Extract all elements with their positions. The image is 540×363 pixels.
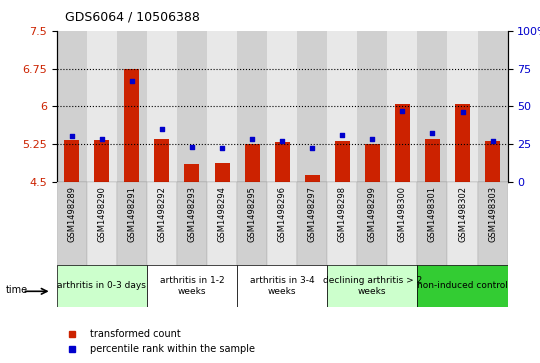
Bar (417, 31, 448, 182)
Bar (448, 182, 477, 267)
Text: GSM1498294: GSM1498294 (218, 186, 227, 242)
Point (458, 109, 467, 115)
Bar (357, 182, 387, 267)
Bar (267, 182, 297, 267)
Point (338, 132, 347, 138)
Text: arthritis in 0-3 days: arthritis in 0-3 days (57, 281, 146, 290)
Point (278, 138, 286, 144)
Text: GSM1498297: GSM1498297 (308, 186, 316, 242)
Bar (147, 31, 177, 182)
Bar (154, 139, 170, 182)
Bar (237, 265, 327, 307)
Bar (124, 69, 139, 182)
Point (368, 136, 376, 142)
Bar (177, 31, 207, 182)
Bar (357, 31, 387, 182)
Bar (207, 182, 237, 267)
Text: GSM1498298: GSM1498298 (338, 186, 347, 242)
Bar (335, 141, 350, 182)
Text: arthritis in 1-2
weeks: arthritis in 1-2 weeks (160, 276, 224, 295)
Bar (207, 31, 237, 182)
Bar (185, 164, 199, 182)
Bar (448, 31, 477, 182)
Bar (417, 182, 448, 267)
Text: GSM1498291: GSM1498291 (127, 186, 136, 242)
Point (158, 126, 166, 132)
Text: GSM1498292: GSM1498292 (157, 186, 166, 242)
Point (488, 138, 497, 144)
Text: GSM1498289: GSM1498289 (67, 186, 76, 242)
Bar (327, 265, 417, 307)
Point (127, 78, 136, 83)
Bar (305, 175, 320, 182)
Text: GSM1498299: GSM1498299 (368, 186, 377, 242)
Bar (455, 104, 470, 182)
Bar (64, 140, 79, 182)
Bar (387, 31, 417, 182)
Bar (237, 182, 267, 267)
Legend: transformed count, percentile rank within the sample: transformed count, percentile rank withi… (59, 326, 259, 358)
Bar (417, 265, 508, 307)
Bar (177, 182, 207, 267)
Bar (147, 265, 237, 307)
Text: GSM1498301: GSM1498301 (428, 186, 437, 242)
Point (68, 133, 76, 139)
Text: GSM1498296: GSM1498296 (278, 186, 287, 242)
Text: GDS6064 / 10506388: GDS6064 / 10506388 (65, 11, 200, 24)
Bar (387, 182, 417, 267)
Point (248, 136, 256, 142)
Bar (297, 182, 327, 267)
Text: GSM1498302: GSM1498302 (458, 186, 467, 242)
Bar (117, 31, 147, 182)
Point (308, 146, 316, 151)
Bar (57, 31, 87, 182)
Bar (87, 182, 117, 267)
Bar (275, 142, 289, 182)
Point (218, 146, 226, 151)
Bar (87, 31, 117, 182)
Text: declining arthritis > 2
weeks: declining arthritis > 2 weeks (323, 276, 422, 295)
Bar (57, 265, 147, 307)
Bar (117, 182, 147, 267)
Text: GSM1498295: GSM1498295 (247, 186, 256, 242)
Text: GSM1498300: GSM1498300 (398, 186, 407, 242)
Text: GSM1498303: GSM1498303 (488, 186, 497, 242)
Bar (395, 104, 410, 182)
Text: time: time (5, 285, 28, 295)
Bar (477, 31, 508, 182)
Text: arthritis in 3-4
weeks: arthritis in 3-4 weeks (250, 276, 314, 295)
Text: GSM1498293: GSM1498293 (187, 186, 197, 242)
Point (428, 130, 437, 136)
Text: GSM1498290: GSM1498290 (97, 186, 106, 242)
Bar (94, 140, 109, 182)
Point (398, 108, 407, 114)
Bar (57, 182, 87, 267)
Bar (147, 182, 177, 267)
Bar (245, 144, 260, 182)
Bar (477, 182, 508, 267)
Bar (485, 141, 500, 182)
Bar (327, 31, 357, 182)
Bar (214, 163, 230, 182)
Bar (237, 31, 267, 182)
Point (188, 144, 197, 150)
Bar (297, 31, 327, 182)
Bar (327, 182, 357, 267)
Bar (267, 31, 297, 182)
Point (97, 136, 106, 142)
Bar (425, 139, 440, 182)
Text: non-induced control: non-induced control (417, 281, 508, 290)
Bar (365, 144, 380, 182)
